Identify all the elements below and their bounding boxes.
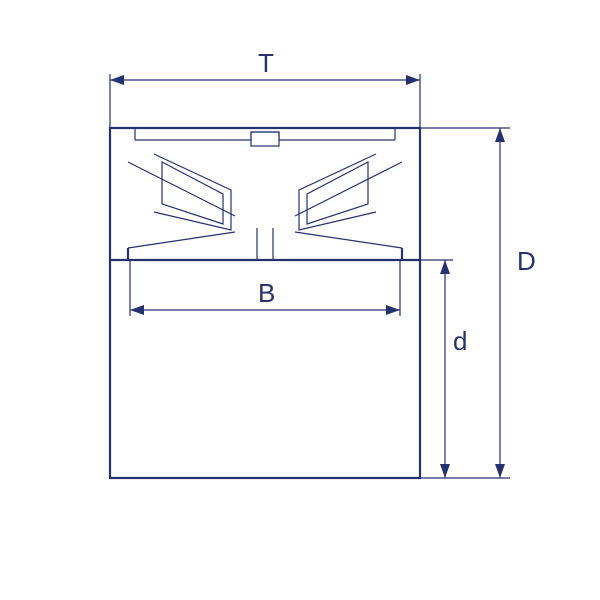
dim-label-D: D	[517, 246, 536, 276]
dim-label-T: T	[258, 48, 274, 78]
dim-label-B: B	[258, 278, 275, 308]
dim-label-d: d	[453, 326, 467, 356]
